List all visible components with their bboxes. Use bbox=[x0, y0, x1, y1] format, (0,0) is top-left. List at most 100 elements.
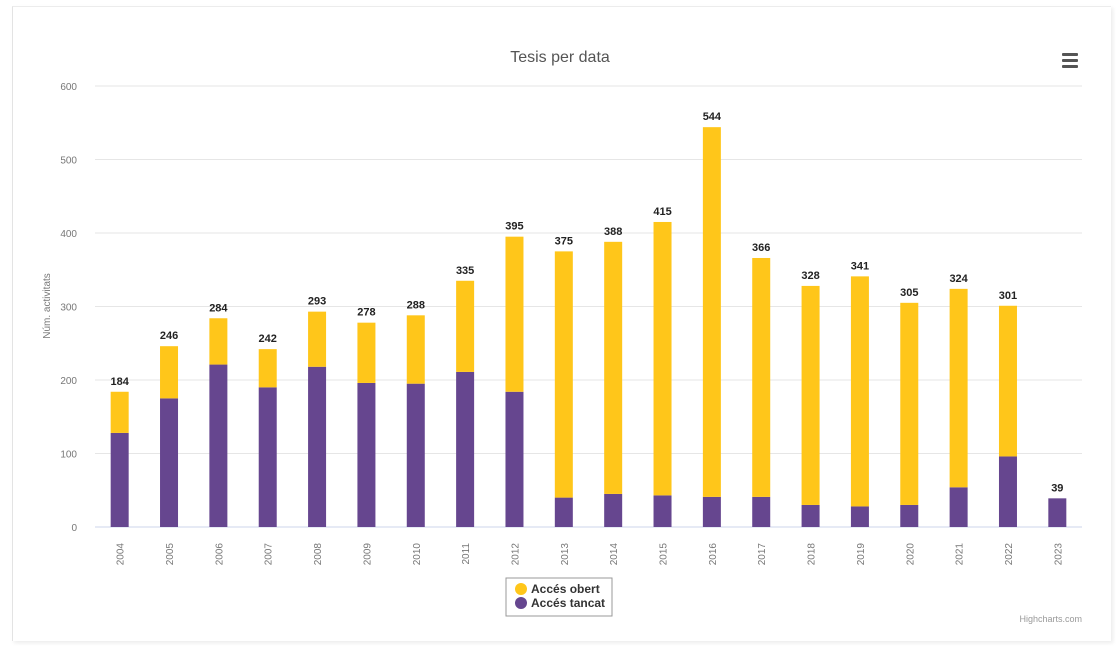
x-tick-label: 2016 bbox=[708, 543, 719, 566]
bar-acces-obert bbox=[456, 280, 475, 372]
legend-item-label[interactable]: Accés obert bbox=[531, 582, 600, 596]
bar-total-label: 341 bbox=[851, 260, 869, 272]
hamburger-menu-icon[interactable] bbox=[1058, 50, 1082, 70]
credits-link[interactable]: Highcharts.com bbox=[1019, 614, 1082, 624]
bar-acces-obert bbox=[900, 302, 919, 505]
bar-total-label: 184 bbox=[110, 376, 129, 388]
bar-acces-tancat bbox=[949, 487, 968, 527]
bar-acces-tancat bbox=[160, 398, 179, 527]
x-tick-label: 2008 bbox=[313, 543, 324, 566]
bar-acces-tancat bbox=[1048, 498, 1067, 527]
x-tick-label: 2007 bbox=[264, 543, 275, 566]
x-tick-label: 2004 bbox=[116, 543, 127, 566]
bar-total-label: 375 bbox=[555, 235, 573, 247]
bar-acces-tancat bbox=[258, 387, 277, 527]
bar-total-label: 293 bbox=[308, 296, 326, 308]
bar-acces-obert bbox=[505, 236, 524, 392]
bar-total-label: 324 bbox=[949, 273, 968, 285]
bar-acces-tancat bbox=[653, 495, 672, 527]
bar-acces-obert bbox=[949, 288, 968, 488]
y-tick-label: 300 bbox=[60, 303, 77, 314]
x-tick-label: 2019 bbox=[856, 543, 867, 566]
x-tick-label: 2011 bbox=[461, 543, 472, 565]
bar-acces-tancat bbox=[998, 456, 1017, 527]
x-tick-label: 2018 bbox=[807, 543, 818, 566]
grid-lines bbox=[95, 85, 1082, 528]
x-tick-label: 2005 bbox=[165, 543, 176, 566]
y-axis-label: Núm. activitats bbox=[42, 273, 53, 339]
bar-total-label: 246 bbox=[160, 330, 178, 342]
bar-acces-tancat bbox=[110, 432, 129, 527]
legend-item-label[interactable]: Accés tancat bbox=[531, 596, 605, 610]
bar-acces-obert bbox=[308, 311, 327, 367]
bar-acces-obert bbox=[702, 127, 721, 497]
x-tick-label: 2015 bbox=[659, 543, 670, 566]
bar-total-label: 544 bbox=[703, 111, 722, 123]
bar-acces-tancat bbox=[752, 496, 771, 527]
bar-total-label: 395 bbox=[505, 221, 523, 233]
x-tick-label: 2022 bbox=[1004, 543, 1015, 566]
bar-total-label: 335 bbox=[456, 265, 474, 277]
y-tick-label: 100 bbox=[60, 450, 77, 461]
bar-acces-obert bbox=[752, 257, 771, 497]
x-tick-label: 2021 bbox=[955, 543, 966, 566]
bar-total-label: 415 bbox=[653, 206, 671, 218]
legend-box bbox=[505, 577, 613, 617]
data-labels: 184 246 284 242 293 278 288 335 395 375 388 415 544 3… bbox=[110, 111, 1063, 494]
bar-total-label: 39 bbox=[1051, 482, 1063, 494]
bar-total-label: 301 bbox=[999, 290, 1017, 302]
y-tick-label: 600 bbox=[60, 82, 77, 93]
bar-total-label: 388 bbox=[604, 226, 622, 238]
bar-total-label: 288 bbox=[407, 299, 425, 311]
bar-acces-tancat bbox=[505, 391, 524, 527]
bar-acces-obert bbox=[998, 305, 1017, 457]
x-tick-label: 2017 bbox=[757, 543, 768, 566]
bar-acces-obert bbox=[357, 322, 376, 383]
x-tick-label: 2012 bbox=[510, 543, 521, 566]
bar-total-label: 366 bbox=[752, 242, 770, 254]
x-tick-label: 2014 bbox=[609, 543, 620, 566]
bar-total-label: 278 bbox=[357, 307, 375, 319]
x-tick-label: 2023 bbox=[1053, 543, 1064, 566]
bar-acces-tancat bbox=[308, 366, 327, 527]
bar-acces-tancat bbox=[554, 497, 573, 527]
y-tick-label: 400 bbox=[60, 229, 77, 240]
x-tick-label: 2020 bbox=[905, 543, 916, 566]
bar-acces-obert bbox=[258, 349, 277, 388]
bar-acces-tancat bbox=[900, 504, 919, 527]
bar-acces-tancat bbox=[357, 382, 376, 527]
bar-total-label: 328 bbox=[801, 270, 819, 282]
bar-acces-obert bbox=[406, 315, 425, 384]
bar-acces-obert bbox=[801, 285, 820, 505]
bar-acces-obert bbox=[653, 221, 672, 496]
y-tick-label: 500 bbox=[60, 156, 77, 167]
x-tick-label: 2013 bbox=[560, 543, 571, 566]
bar-acces-tancat bbox=[702, 496, 721, 527]
bar-total-label: 284 bbox=[209, 302, 228, 314]
bar-acces-tancat bbox=[604, 493, 623, 527]
bar-acces-obert bbox=[160, 346, 179, 399]
x-tick-label: 2006 bbox=[214, 543, 225, 566]
bar-acces-tancat bbox=[456, 371, 475, 527]
bar-acces-tancat bbox=[850, 506, 869, 527]
y-tick-label: 200 bbox=[60, 376, 77, 387]
bar-acces-obert bbox=[850, 276, 869, 507]
chart-title: Tesis per data bbox=[510, 49, 610, 66]
bar-acces-obert bbox=[554, 251, 573, 498]
y-axis-ticks: 0 100 200 300 400 500 600 bbox=[60, 82, 77, 534]
x-tick-label: 2009 bbox=[362, 543, 373, 566]
bars bbox=[110, 127, 1067, 527]
y-tick-label: 0 bbox=[71, 523, 77, 534]
bar-acces-tancat bbox=[406, 383, 425, 527]
x-axis-ticks: 2004 2005 2006 2007 2008 2009 2010 2011 2012 2013… bbox=[116, 543, 1065, 566]
bar-acces-obert bbox=[209, 318, 228, 365]
bar-acces-obert bbox=[110, 391, 129, 433]
x-tick-label: 2010 bbox=[412, 543, 423, 566]
bar-acces-tancat bbox=[209, 364, 228, 527]
bar-acces-obert bbox=[604, 241, 623, 494]
legend-marker bbox=[515, 583, 527, 595]
legend-marker bbox=[515, 597, 527, 609]
bar-total-label: 242 bbox=[259, 333, 277, 345]
